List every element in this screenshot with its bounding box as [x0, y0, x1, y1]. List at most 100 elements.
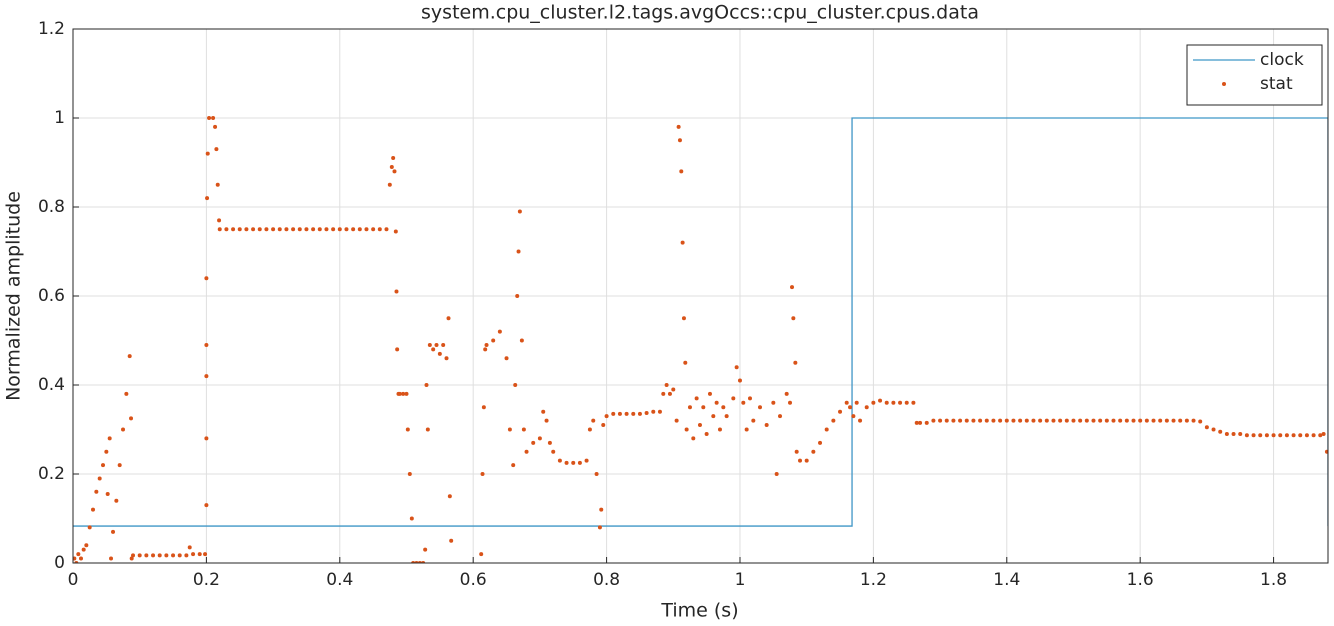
legend-box	[1186, 44, 1323, 106]
stat-point	[425, 427, 430, 432]
stat-point	[401, 391, 406, 396]
stat-point	[1224, 431, 1229, 436]
stat-point	[104, 449, 109, 454]
stat-point	[681, 316, 686, 321]
stat-point	[838, 409, 843, 414]
stat-point	[191, 552, 196, 557]
stat-point	[1011, 418, 1016, 423]
stat-point	[818, 440, 823, 445]
stat-point	[94, 489, 99, 494]
stat-point	[683, 360, 688, 365]
stat-point	[1278, 433, 1283, 438]
stat-point	[204, 374, 209, 379]
stat-point	[804, 458, 809, 463]
stat-point	[657, 409, 662, 414]
stat-point	[377, 227, 382, 232]
y-axis-label: Normalized amplitude	[3, 191, 25, 401]
stat-point	[918, 420, 923, 425]
stat-point	[599, 507, 604, 512]
stat-point	[591, 418, 596, 423]
stat-point	[171, 553, 176, 558]
stat-point	[483, 347, 488, 352]
stat-point	[311, 227, 316, 232]
stat-point	[978, 418, 983, 423]
stat-point	[1104, 418, 1109, 423]
stat-point	[697, 423, 702, 428]
stat-point	[111, 529, 116, 534]
stat-point	[144, 553, 149, 558]
stat-point	[105, 492, 110, 497]
stat-point	[177, 553, 182, 558]
stat-point	[1171, 418, 1176, 423]
stat-point	[854, 400, 859, 405]
stat-point	[449, 538, 454, 543]
stat-point	[691, 436, 696, 441]
stat-point	[1131, 418, 1136, 423]
stat-point	[914, 420, 919, 425]
stat-point	[317, 227, 322, 232]
stat-point	[434, 342, 439, 347]
stat-point	[384, 227, 389, 232]
stat-point	[778, 414, 783, 419]
stat-point	[1078, 418, 1083, 423]
stat-point	[297, 227, 302, 232]
stat-point	[513, 383, 518, 387]
stat-point	[127, 354, 132, 359]
x-tick-label: 0.8	[593, 570, 620, 590]
x-tick-label: 1.2	[860, 570, 887, 590]
stat-point	[851, 414, 856, 419]
stat-point	[971, 418, 976, 423]
stat-point	[878, 398, 883, 403]
stat-point	[423, 547, 428, 552]
stat-point	[884, 400, 889, 405]
stat-point	[741, 400, 746, 405]
stat-point	[871, 400, 876, 405]
stat-point	[1284, 433, 1289, 438]
stat-point	[257, 227, 262, 232]
stat-point	[124, 391, 129, 396]
stat-point	[811, 449, 816, 454]
stat-point	[704, 431, 709, 436]
stat-point	[687, 405, 692, 410]
stat-point	[661, 391, 666, 396]
stat-point	[87, 525, 92, 530]
stat-point	[480, 472, 485, 476]
stat-point	[81, 547, 86, 552]
stat-point	[794, 449, 799, 454]
stat-point	[207, 116, 212, 120]
stat-point	[784, 391, 789, 396]
stat-point	[958, 418, 963, 423]
stat-point	[1204, 425, 1209, 430]
stat-point	[404, 391, 409, 396]
stat-point	[564, 460, 569, 465]
stat-point	[984, 418, 989, 423]
stat-point	[344, 227, 349, 232]
stat-point	[1298, 433, 1303, 438]
x-tick-label: 1.6	[1127, 570, 1154, 590]
stat-point	[97, 476, 102, 481]
stat-point	[721, 405, 726, 410]
stat-point	[707, 391, 712, 396]
stat-point	[617, 411, 622, 416]
stat-point	[441, 342, 446, 347]
stat-point	[771, 400, 776, 405]
stat-point	[1264, 433, 1269, 438]
x-tick-label: 0.2	[193, 570, 220, 590]
stat-point	[387, 182, 392, 187]
stat-point	[79, 556, 84, 561]
stat-point	[211, 116, 216, 120]
stat-point	[1058, 418, 1063, 423]
stat-point	[217, 227, 222, 232]
stat-point	[831, 418, 836, 423]
y-tick-label: 1	[54, 108, 65, 128]
stat-point	[129, 416, 134, 421]
y-tick-label: 0.8	[38, 197, 65, 217]
stat-point	[1291, 433, 1296, 438]
stat-point	[491, 338, 496, 343]
stat-point	[511, 463, 516, 468]
stat-point	[481, 405, 486, 410]
stat-point	[357, 227, 362, 232]
x-tick-label: 0.4	[326, 570, 353, 590]
stat-point	[391, 156, 396, 161]
legend-label: stat	[1260, 74, 1293, 94]
